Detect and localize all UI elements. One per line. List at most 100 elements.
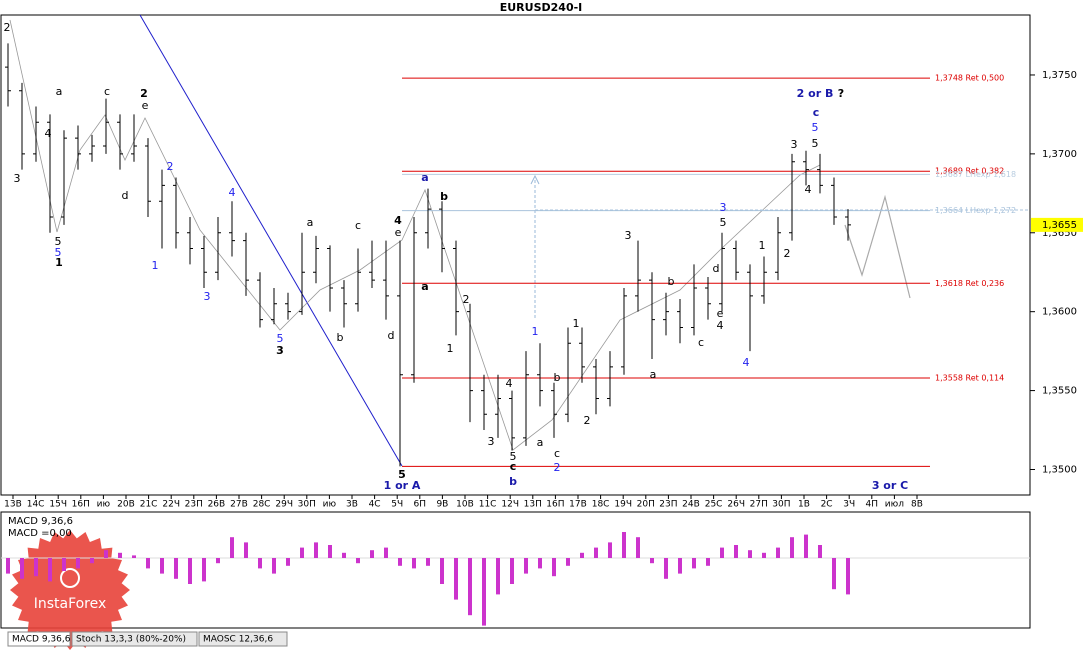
logo	[10, 530, 130, 650]
wave-label: 1	[532, 325, 539, 338]
logo-text: InstaForex	[34, 596, 107, 612]
tab[interactable]	[7, 631, 71, 647]
x-tick-label: 3Ч	[843, 500, 855, 510]
x-tick-label: 30П	[298, 500, 316, 510]
tab[interactable]	[198, 631, 288, 647]
ohlc-bar	[285, 292, 291, 320]
macd-bar	[566, 558, 570, 566]
ohlc-bar	[733, 240, 739, 281]
macd-bar	[90, 558, 94, 564]
wave-label: 5	[398, 468, 406, 481]
ohlc-bar	[537, 343, 543, 407]
ohlc-bar	[145, 138, 151, 217]
ohlc-bar	[19, 82, 25, 170]
ohlc-bar	[355, 248, 361, 312]
ohlc-bar	[803, 150, 809, 186]
ohlc-bar	[691, 264, 697, 336]
tab[interactable]	[71, 631, 198, 647]
ohlc-bar	[33, 106, 39, 162]
x-tick-label: 27В	[230, 500, 248, 510]
x-tick-label: 17В	[569, 500, 587, 510]
x-tick-label: 4П	[866, 500, 879, 510]
ohlc-bar	[341, 280, 347, 328]
wave-label: 3	[488, 435, 495, 448]
x-tick-label: 6П	[414, 500, 427, 510]
x-tick-label: 18С	[592, 500, 610, 510]
ohlc-bar	[481, 374, 487, 431]
macd-value: MACD =0,00	[8, 528, 72, 539]
ohlc-bar	[117, 114, 123, 170]
x-tick-label: 12Ч	[501, 500, 519, 510]
macd-bar	[636, 537, 640, 558]
x-tick-label: 22Ч	[162, 500, 180, 510]
macd-bar	[440, 558, 444, 584]
fib-label: 1,3664 LHexp 1,272	[935, 206, 1016, 215]
ohlc-bar	[397, 240, 403, 467]
ohlc-bar	[313, 235, 319, 284]
macd-bar	[286, 558, 290, 566]
macd-bar	[342, 552, 346, 558]
projection	[844, 194, 911, 299]
ohlc-bar	[61, 130, 67, 225]
wave-label: e	[395, 226, 402, 239]
fib-label: 1,3687 LHexp 1,618	[935, 170, 1016, 179]
macd-bar	[398, 558, 402, 566]
macd-bar	[328, 545, 332, 558]
wave-label: 2 or B	[797, 87, 834, 100]
ohlc-bar	[467, 303, 473, 423]
ohlc-bar	[845, 209, 851, 241]
ohlc-bar	[719, 232, 725, 312]
macd-bar	[118, 552, 122, 558]
ohlc-bar	[789, 153, 795, 241]
ohlc-bar	[425, 188, 431, 249]
macd-bar	[804, 534, 808, 558]
ohlc-bar	[817, 153, 823, 194]
wave-label: d	[122, 189, 129, 202]
ohlc-bar	[5, 43, 11, 107]
ohlc-bar	[383, 240, 389, 320]
macd-bar	[706, 558, 710, 566]
wave-label: 2	[140, 87, 148, 100]
fib-label: 1,3618 Ret 0,236	[935, 279, 1004, 288]
macd-bar	[594, 547, 598, 558]
macd-bar	[692, 558, 696, 569]
fib-label: 1,3558 Ret 0,114	[935, 373, 1004, 382]
wave-label: c	[104, 85, 110, 98]
ohlc-bar	[747, 264, 753, 352]
ohlc-bar	[47, 114, 53, 233]
y-tick-label: 1,3700	[1042, 149, 1077, 160]
wave-label: 1	[152, 259, 159, 272]
x-tick-label: 3В	[346, 500, 358, 510]
macd-bar	[720, 547, 724, 558]
ohlc-bar	[257, 272, 263, 328]
wave-label: 3	[720, 201, 727, 214]
x-tick-label: 1В	[798, 500, 810, 510]
wave-label: 1	[55, 256, 63, 269]
wave-label: 3	[204, 290, 211, 303]
x-tick-label: 14С	[27, 500, 45, 510]
wave-label: 3	[14, 172, 21, 185]
macd-bar	[188, 558, 192, 584]
ohlc-bar	[411, 216, 417, 383]
macd-bar	[48, 558, 52, 582]
ohlc-bar	[229, 201, 235, 257]
wave-label: c	[813, 106, 820, 119]
fib-label: 1,3689 Ret 0,382	[935, 167, 1004, 176]
wave-label: c	[510, 460, 517, 473]
macd-bar	[216, 558, 220, 564]
wave-label: 1 or A	[384, 479, 421, 492]
ohlc-bar	[831, 177, 837, 225]
x-tick-label: 8В	[911, 500, 923, 510]
macd-bar	[412, 558, 416, 569]
macd-bar	[426, 558, 430, 566]
wave-label: b	[509, 475, 517, 488]
ohlc-bar	[607, 351, 613, 407]
x-tick-label: 24В	[682, 500, 700, 510]
x-tick-label: 13П	[524, 500, 542, 510]
ohlc-bar	[271, 288, 277, 325]
ohlc-bar	[705, 276, 711, 320]
wave-label: a	[307, 216, 314, 229]
ohlc-bar	[159, 169, 165, 249]
macd-bar	[818, 545, 822, 558]
